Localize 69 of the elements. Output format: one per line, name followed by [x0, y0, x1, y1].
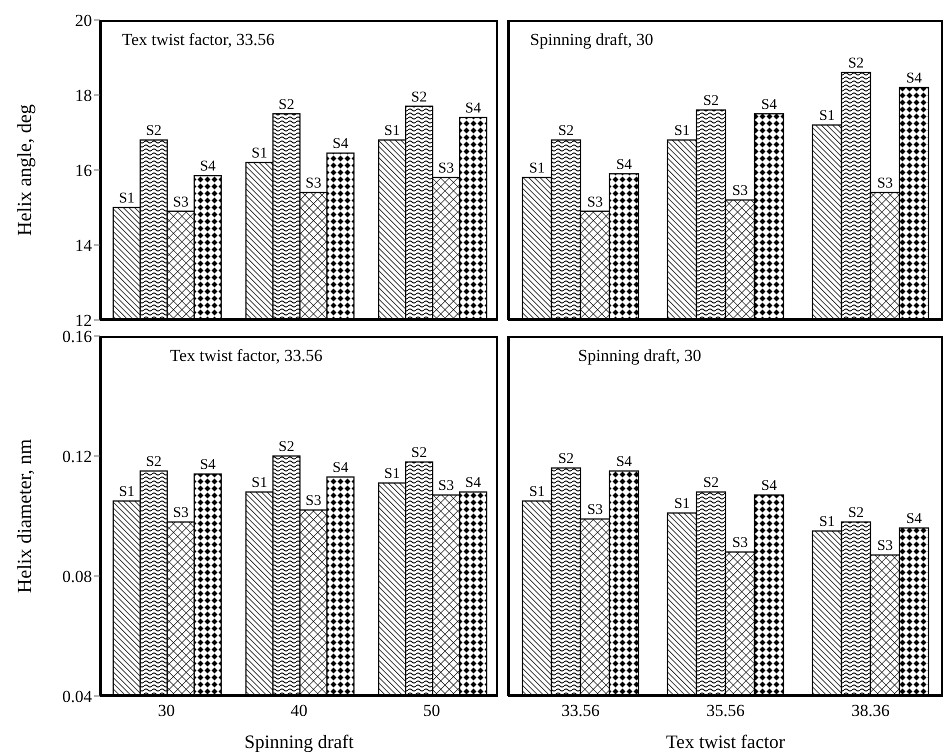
text: S3 [438, 160, 454, 176]
series-label: S3 [172, 505, 189, 521]
series-label: S1 [529, 160, 545, 176]
series-label: S3 [587, 502, 603, 518]
x-tick-label: 40 [290, 701, 308, 720]
series-label: S2 [146, 123, 162, 139]
x-axis-title: Tex twist factor [666, 732, 786, 753]
text: S2 [703, 475, 719, 491]
y-tick-label: 0.04 [62, 687, 92, 706]
x-tick-label: 30 [158, 701, 175, 720]
series-label: S4 [616, 156, 632, 173]
annotation: Tex twist factor, 33.56 [170, 346, 323, 366]
text: S2 [703, 93, 719, 109]
text: S4 [332, 136, 348, 152]
y-tick-label: 0.12 [62, 447, 92, 466]
series-label: S3 [587, 194, 603, 210]
y-tick-label: 14 [75, 236, 92, 256]
text: S1 [819, 108, 835, 124]
text: S1 [384, 123, 400, 139]
text: S2 [848, 56, 864, 72]
annotation: Spinning draft, 30 [578, 346, 702, 366]
x-tick-label: 38.36 [851, 701, 890, 720]
series-label: S2 [146, 454, 162, 470]
text: S1 [674, 123, 690, 139]
text: S4 [761, 478, 777, 494]
y-tick-label: 18 [75, 86, 92, 106]
text: S3 [877, 538, 893, 554]
text: S4 [906, 511, 922, 527]
text: S2 [411, 89, 428, 106]
text: S3 [306, 176, 322, 192]
text: S3 [732, 183, 748, 199]
text: S3 [306, 493, 322, 509]
series-label: S4 [616, 454, 632, 470]
text: S4 [465, 475, 482, 491]
text: S2 [848, 505, 864, 521]
text: S4 [465, 100, 482, 116]
x-tick-label: 33.56 [561, 701, 600, 720]
y-tick-label: 20 [75, 11, 92, 30]
series-label: S3 [172, 194, 189, 210]
text: S2 [411, 445, 428, 461]
text: S1 [819, 514, 835, 530]
text: S3 [732, 535, 748, 551]
text: S3 [877, 176, 893, 192]
series-label: S4 [200, 158, 216, 175]
y-axis-title: Helix diameter, nm [14, 438, 36, 594]
text: S4 [761, 96, 777, 113]
text: S4 [906, 70, 922, 86]
text: S1 [384, 466, 400, 482]
series-label: S1 [118, 484, 135, 500]
text: S1 [252, 475, 268, 491]
series-label: S1 [118, 190, 135, 206]
text: S1 [674, 496, 690, 512]
x-tick-label: 35.56 [706, 701, 745, 720]
annotation: Spinning draft, 30 [530, 30, 654, 50]
y-tick-label: 16 [75, 161, 92, 180]
series-label: S1 [529, 484, 545, 500]
text: S3 [438, 478, 454, 494]
y-axis-title: Helix angle, deg [14, 104, 36, 236]
text: S4 [332, 460, 348, 476]
text: S2 [278, 439, 294, 455]
series-label: S4 [200, 457, 216, 473]
y-tick-label: 0.08 [62, 567, 92, 586]
annotation: Tex twist factor, 33.56 [122, 30, 275, 50]
text: S1 [252, 146, 268, 162]
x-tick-label: 50 [423, 701, 440, 720]
text: S2 [278, 96, 294, 113]
x-axis-title: Spinning draft [244, 732, 354, 753]
series-label: S2 [558, 451, 574, 467]
series-label: S2 [558, 123, 574, 139]
